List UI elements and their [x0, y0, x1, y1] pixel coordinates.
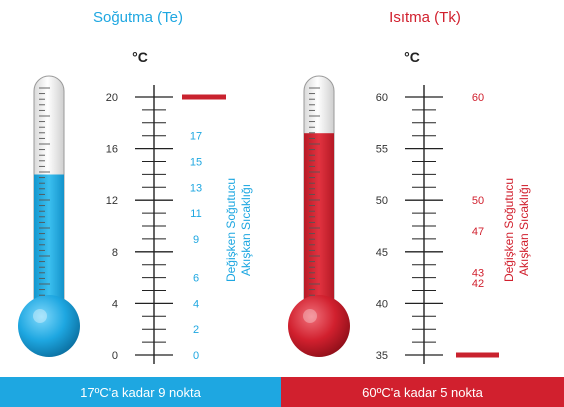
heating-bulb-highlight: [303, 309, 317, 323]
cooling-point-label: 0: [193, 350, 199, 362]
heating-unit: °C: [404, 49, 420, 65]
cooling-point-label: 11: [190, 208, 201, 220]
cooling-point-label: 6: [193, 273, 199, 285]
heating-axis: 35 40 45 50 55 60: [376, 85, 443, 364]
cooling-max-marker: [182, 94, 226, 100]
heating-side-label-1: Değişken Soğutucu: [502, 178, 516, 282]
cooling-point-label: 4: [193, 298, 199, 310]
cooling-glass-scale: [39, 87, 50, 296]
cooling-bulb-highlight: [33, 309, 47, 323]
cooling-side-label-2: Akışkan Sıcaklığı: [239, 184, 253, 276]
cooling-axis: 0 4 8 12 16 20: [106, 85, 173, 364]
heating-title: Isıtma (Tk): [389, 9, 461, 26]
cooling-point-label: 15: [190, 157, 202, 169]
heating-axis-tick-label: 55: [376, 144, 388, 156]
cooling-axis-tick-label: 20: [106, 92, 118, 104]
cooling-axis-tick-label: 4: [112, 298, 118, 310]
cooling-point-label: 2: [193, 324, 199, 336]
cooling-axis-tick-label: 16: [106, 144, 118, 156]
cooling-point-label: 17: [190, 131, 202, 143]
cooling-title: Soğutma (Te): [93, 9, 183, 26]
heating-mercury-column: [304, 133, 334, 324]
heating-axis-tick-label: 40: [376, 298, 388, 310]
heating-axis-tick-label: 50: [376, 195, 388, 207]
heating-axis-tick-label: 60: [376, 92, 388, 104]
heating-thermometer: [288, 75, 350, 357]
heating-glass-scale: [309, 87, 320, 296]
cooling-point-label: 9: [193, 234, 199, 246]
heating-min-marker: [456, 352, 499, 358]
heating-point-label: 43: [472, 267, 484, 279]
heating-point-label: 42: [472, 278, 484, 290]
heating-point-label: 60: [472, 92, 484, 104]
cooling-axis-tick-label: 12: [106, 195, 118, 207]
heating-bulb: [288, 295, 350, 357]
cooling-thermometer: [18, 75, 80, 357]
heating-axis-tick-label: 45: [376, 247, 388, 259]
cooling-footer-text: 17ºC'a kadar 9 nokta: [80, 384, 201, 400]
cooling-unit: °C: [132, 49, 148, 65]
heating-footer-text: 60ºC'a kadar 5 nokta: [362, 384, 483, 400]
cooling-axis-tick-label: 0: [112, 350, 118, 362]
cooling-bulb: [18, 295, 80, 357]
cooling-footer-bar: 17ºC'a kadar 9 nokta: [0, 377, 281, 407]
cooling-axis-tick-label: 8: [112, 247, 118, 259]
heating-point-label: 47: [472, 226, 484, 238]
cooling-point-label: 13: [190, 182, 202, 194]
heating-point-label: 50: [472, 195, 484, 207]
cooling-points: 0 2 4 6 9 11 13 15 17: [190, 131, 202, 362]
cooling-side-label-1: Değişken Soğutucu: [224, 178, 238, 282]
heating-axis-tick-label: 35: [376, 350, 388, 362]
heating-footer-bar: 60ºC'a kadar 5 nokta: [281, 377, 564, 407]
heating-side-label-2: Akışkan Sıcaklığı: [517, 184, 531, 276]
